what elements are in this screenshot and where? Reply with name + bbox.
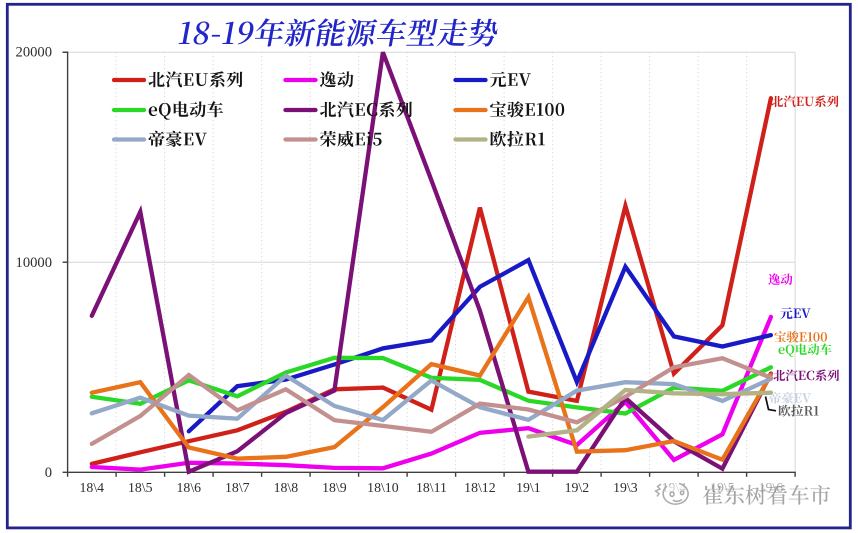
svg-text:18\4: 18\4 [80, 480, 105, 495]
svg-text:18\8: 18\8 [274, 480, 299, 495]
svg-text:0: 0 [45, 465, 52, 481]
svg-text:18\10: 18\10 [367, 480, 399, 495]
svg-text:18\9: 18\9 [322, 480, 347, 495]
svg-text:18\11: 18\11 [416, 480, 447, 495]
svg-text:19\2: 19\2 [565, 480, 590, 495]
svg-text:19\3: 19\3 [613, 480, 638, 495]
svg-text:19\1: 19\1 [516, 480, 541, 495]
svg-text:18\7: 18\7 [225, 480, 250, 495]
svg-text:10000: 10000 [16, 255, 52, 271]
svg-text:18\6: 18\6 [177, 480, 202, 495]
svg-text:18\5: 18\5 [128, 480, 153, 495]
svg-text:19\5: 19\5 [710, 480, 735, 495]
svg-text:18\12: 18\12 [464, 480, 496, 495]
svg-text:20000: 20000 [16, 45, 52, 61]
